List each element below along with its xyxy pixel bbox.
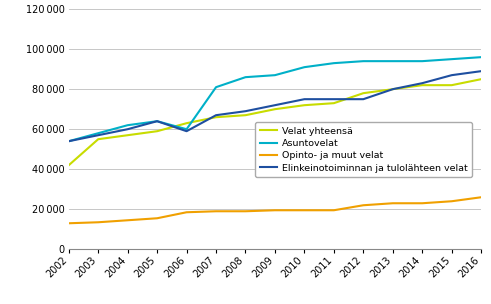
Velat yhteensä — [243, 113, 248, 117]
Asuntovelat — [331, 61, 337, 65]
Asuntovelat — [272, 73, 278, 77]
Elinkeinotoiminnan ja tulolähteen velat — [154, 119, 160, 123]
Asuntovelat — [360, 59, 366, 63]
Velat yhteensä — [184, 121, 190, 125]
Velat yhteensä — [272, 107, 278, 111]
Elinkeinotoiminnan ja tulolähteen velat — [390, 87, 396, 91]
Elinkeinotoiminnan ja tulolähteen velat — [125, 127, 131, 131]
Asuntovelat — [478, 55, 484, 59]
Elinkeinotoiminnan ja tulolähteen velat — [272, 103, 278, 107]
Velat yhteensä — [390, 87, 396, 91]
Opinto- ja muut velat — [243, 209, 248, 213]
Opinto- ja muut velat — [95, 220, 101, 224]
Opinto- ja muut velat — [449, 199, 455, 203]
Asuntovelat — [449, 57, 455, 61]
Opinto- ja muut velat — [301, 209, 307, 212]
Velat yhteensä — [154, 130, 160, 133]
Velat yhteensä — [95, 137, 101, 141]
Asuntovelat — [66, 139, 72, 143]
Line: Velat yhteensä: Velat yhteensä — [69, 79, 481, 165]
Asuntovelat — [154, 119, 160, 123]
Velat yhteensä — [478, 77, 484, 81]
Asuntovelat — [184, 127, 190, 131]
Asuntovelat — [301, 65, 307, 69]
Opinto- ja muut velat — [478, 195, 484, 199]
Elinkeinotoiminnan ja tulolähteen velat — [449, 73, 455, 77]
Velat yhteensä — [331, 101, 337, 105]
Velat yhteensä — [66, 164, 72, 167]
Velat yhteensä — [360, 91, 366, 95]
Opinto- ja muut velat — [331, 209, 337, 212]
Asuntovelat — [390, 59, 396, 63]
Opinto- ja muut velat — [390, 202, 396, 205]
Elinkeinotoiminnan ja tulolähteen velat — [184, 130, 190, 133]
Elinkeinotoiminnan ja tulolähteen velat — [66, 139, 72, 143]
Elinkeinotoiminnan ja tulolähteen velat — [95, 133, 101, 137]
Asuntovelat — [419, 59, 425, 63]
Velat yhteensä — [301, 103, 307, 107]
Velat yhteensä — [125, 133, 131, 137]
Line: Asuntovelat: Asuntovelat — [69, 57, 481, 141]
Opinto- ja muut velat — [419, 202, 425, 205]
Elinkeinotoiminnan ja tulolähteen velat — [331, 97, 337, 101]
Elinkeinotoiminnan ja tulolähteen velat — [301, 97, 307, 101]
Legend: Velat yhteensä, Asuntovelat, Opinto- ja muut velat, Elinkeinotoiminnan ja tulolä: Velat yhteensä, Asuntovelat, Opinto- ja … — [255, 122, 472, 177]
Asuntovelat — [95, 131, 101, 135]
Elinkeinotoiminnan ja tulolähteen velat — [243, 109, 248, 113]
Velat yhteensä — [419, 83, 425, 87]
Elinkeinotoiminnan ja tulolähteen velat — [419, 81, 425, 85]
Velat yhteensä — [213, 116, 219, 119]
Velat yhteensä — [449, 83, 455, 87]
Opinto- ja muut velat — [66, 221, 72, 225]
Line: Elinkeinotoiminnan ja tulolähteen velat: Elinkeinotoiminnan ja tulolähteen velat — [69, 71, 481, 141]
Opinto- ja muut velat — [154, 216, 160, 220]
Opinto- ja muut velat — [213, 209, 219, 213]
Line: Opinto- ja muut velat: Opinto- ja muut velat — [69, 197, 481, 223]
Opinto- ja muut velat — [184, 210, 190, 214]
Opinto- ja muut velat — [125, 219, 131, 222]
Asuntovelat — [213, 85, 219, 89]
Elinkeinotoiminnan ja tulolähteen velat — [213, 113, 219, 117]
Elinkeinotoiminnan ja tulolähteen velat — [478, 69, 484, 73]
Elinkeinotoiminnan ja tulolähteen velat — [360, 97, 366, 101]
Asuntovelat — [243, 75, 248, 79]
Opinto- ja muut velat — [360, 203, 366, 207]
Opinto- ja muut velat — [272, 209, 278, 212]
Asuntovelat — [125, 123, 131, 127]
